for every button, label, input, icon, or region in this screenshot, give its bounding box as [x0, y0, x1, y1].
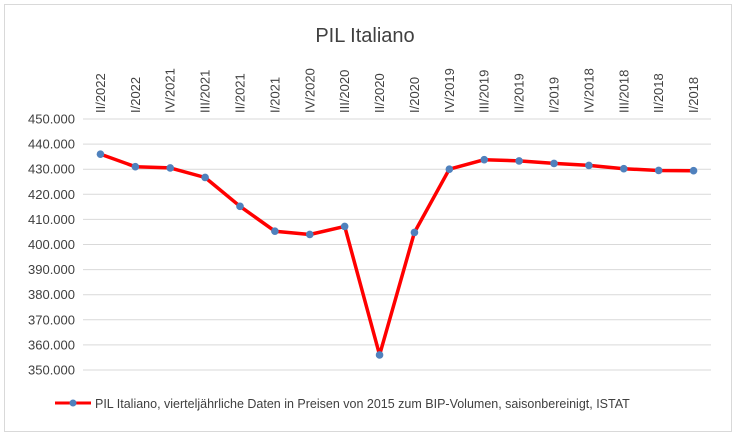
- x-tick-label: I/2020: [407, 77, 422, 113]
- y-tick-label: 380.000: [28, 287, 75, 302]
- x-axis-tick-labels: II/2022 I/2022 IV/2021 III/2021 II/2021 I/202…: [93, 68, 701, 113]
- x-tick-label: I/2022: [128, 77, 143, 113]
- x-tick-label: IV/2020: [302, 68, 317, 113]
- data-point: [410, 228, 419, 237]
- legend: PIL Italiano, vierteljährliche Daten in …: [55, 397, 630, 411]
- legend-marker-swatch: [69, 399, 77, 407]
- data-point: [689, 166, 698, 175]
- data-point: [340, 222, 349, 231]
- data-point: [445, 165, 454, 173]
- data-point: [550, 159, 558, 168]
- x-tick-label: III/2018: [616, 70, 631, 113]
- data-point: [166, 164, 175, 172]
- y-tick-label: 390.000: [28, 262, 75, 277]
- series-line-layer: [99, 152, 694, 357]
- data-point: [96, 150, 105, 158]
- x-tick-label: I/2019: [547, 77, 562, 113]
- chart-title: PIL Italiano: [315, 25, 414, 47]
- x-tick-label: II/2022: [93, 73, 108, 113]
- y-tick-label: 450.000: [28, 112, 75, 127]
- data-point: [654, 166, 663, 175]
- data-point: [236, 202, 244, 211]
- chart-frame: PIL Italiano 450.000 440.000 430.000 420.00…: [4, 4, 732, 432]
- x-tick-label: I/2021: [267, 77, 282, 113]
- legend-entry-label: PIL Italiano, vierteljährliche Daten in …: [95, 397, 630, 411]
- x-tick-label: II/2020: [372, 73, 387, 113]
- data-point: [375, 351, 384, 359]
- x-tick-label: III/2019: [477, 70, 492, 113]
- data-point: [305, 230, 314, 239]
- data-point: [619, 164, 628, 173]
- gridlines: [83, 118, 711, 371]
- x-tick-label: II/2018: [651, 73, 666, 113]
- y-tick-label: 440.000: [28, 137, 75, 152]
- x-tick-label: IV/2018: [581, 68, 596, 113]
- data-point: [201, 173, 209, 182]
- x-tick-label: IV/2021: [163, 68, 178, 113]
- x-tick-label: II/2021: [233, 73, 248, 113]
- y-axis-tick-labels: 450.000 440.000 430.000 420.000 410.000 400.0…: [28, 112, 75, 378]
- data-point: [585, 161, 593, 170]
- x-tick-label: IV/2019: [442, 68, 457, 113]
- line-chart: PIL Italiano 450.000 440.000 430.000 420.00…: [28, 25, 711, 411]
- x-tick-label: II/2019: [512, 73, 527, 113]
- data-point: [515, 157, 523, 165]
- y-tick-label: 410.000: [28, 212, 75, 227]
- data-point: [480, 155, 489, 164]
- y-tick-label: 420.000: [28, 187, 75, 202]
- x-tick-label: I/2018: [686, 77, 701, 113]
- y-tick-label: 350.000: [28, 363, 75, 378]
- data-point: [131, 162, 140, 171]
- y-tick-label: 370.000: [28, 312, 75, 327]
- series-line: [99, 152, 694, 357]
- x-tick-label: III/2021: [198, 70, 213, 113]
- y-tick-label: 360.000: [28, 337, 75, 352]
- x-tick-label: III/2020: [337, 70, 352, 113]
- data-point: [271, 227, 279, 235]
- y-tick-label: 430.000: [28, 162, 75, 177]
- series-points-layer: [96, 150, 698, 359]
- y-tick-label: 400.000: [28, 237, 75, 252]
